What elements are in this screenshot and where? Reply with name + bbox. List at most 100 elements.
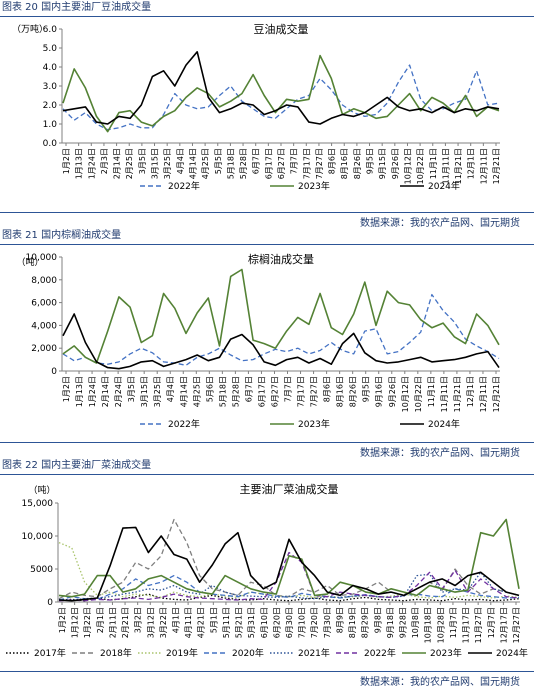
x-tick-label: 10月18日 [424, 607, 433, 643]
x-tick-label: 3月5日 [127, 376, 136, 402]
x-tick-label: 11月21日 [453, 376, 462, 412]
x-tick-label: 9月26日 [391, 148, 400, 179]
x-tick-label: 3月5日 [138, 148, 147, 174]
x-tick-label: 8月26日 [353, 148, 362, 179]
series-line [58, 518, 520, 600]
x-tick-label: 12月11日 [479, 376, 488, 412]
x-tick-label: 5月5日 [214, 148, 223, 174]
x-tick-label: 2月25日 [125, 148, 134, 179]
x-tick-label: 10月8日 [411, 607, 420, 638]
x-tick-label: 6月27日 [270, 376, 279, 407]
x-tick-label: 3月15日 [140, 376, 149, 407]
x-tick-label: 7月17日 [302, 148, 311, 179]
y-tick-label: 0 [47, 598, 53, 608]
x-tick-label: 12月1日 [467, 148, 476, 179]
x-tick-label: 8月29日 [361, 607, 370, 638]
x-tick-label: 1月24日 [87, 148, 96, 179]
x-tick-label: 1月24日 [88, 376, 97, 407]
x-tick-label: 6月7日 [244, 376, 253, 402]
x-tick-label: 12月17日 [499, 607, 508, 643]
x-tick-label: 2月14日 [113, 148, 122, 179]
series-line [58, 571, 520, 601]
x-tick-label: 3月25日 [153, 376, 162, 407]
x-tick-label: 1月22日 [83, 607, 92, 638]
x-tick-label: 8月16日 [340, 148, 349, 179]
x-tick-label: 5月28日 [231, 376, 240, 407]
x-tick-label: 6月17日 [257, 376, 266, 407]
y-tick-label: 2.0 [43, 101, 58, 111]
x-tick-label: 6月7日 [252, 148, 261, 174]
x-tick-label: 11月17日 [462, 607, 471, 643]
x-tick-label: 8月9日 [335, 607, 344, 633]
x-tick-label: 7月17日 [297, 376, 306, 407]
figure-rule [0, 244, 534, 245]
x-tick-label: 4月25日 [201, 148, 210, 179]
x-tick-label: 1月2日 [62, 148, 71, 174]
x-tick-label: 11月21日 [454, 148, 463, 184]
x-tick-label: 3月25日 [163, 148, 172, 179]
x-tick-label: 7月27日 [315, 148, 324, 179]
x-tick-label: 12月21日 [492, 376, 501, 412]
x-tick-label: 4月14日 [188, 148, 197, 179]
x-tick-label: 3月22日 [159, 607, 168, 638]
y-tick-label: 1.0 [43, 120, 58, 130]
x-tick-label: 5月21日 [235, 607, 244, 638]
y-tick-label: 0 [51, 367, 57, 377]
y-tick-label: 8,000 [31, 276, 57, 286]
x-tick-label: 3月2日 [134, 607, 143, 633]
legend-label: 2024年 [496, 647, 528, 659]
x-tick-label: 9月8日 [373, 607, 382, 633]
x-tick-label: 9月26日 [388, 376, 397, 407]
x-tick-label: 6月20日 [272, 607, 281, 638]
series-line [62, 54, 500, 133]
x-tick-label: 11月1日 [427, 376, 436, 407]
x-tick-label: 8月6日 [323, 376, 332, 402]
series-line [58, 518, 520, 598]
x-tick-label: 9月28日 [399, 607, 408, 638]
x-tick-label: 11月11日 [441, 148, 450, 184]
y-tick-label: 5000 [30, 565, 53, 575]
x-tick-label: 5月28日 [239, 148, 248, 179]
x-tick-label: 12月21日 [492, 148, 501, 184]
legend-label: 2022年 [168, 180, 200, 192]
legend-label: 2017年 [34, 647, 66, 659]
x-tick-label: 6月30日 [285, 607, 294, 638]
figure-caption: 图表 21 国内棕榈油成交量 [2, 230, 122, 241]
chart-title: 豆油成交量 [254, 22, 309, 36]
x-tick-label: 8月16日 [336, 376, 345, 407]
figure-rule [0, 16, 534, 17]
legend-label: 2022年 [168, 418, 200, 430]
series-line [62, 313, 500, 370]
y-tick-label: 6,000 [31, 299, 57, 309]
x-tick-label: 5月6日 [205, 376, 214, 402]
x-tick-label: 4月21日 [197, 607, 206, 638]
x-tick-label: 4月14日 [179, 376, 188, 407]
figure-caption: 图表 20 国内主要油厂豆油成交量 [2, 2, 152, 13]
legend-label: 2024年 [428, 180, 460, 192]
y-tick-label: 4,000 [31, 321, 57, 331]
x-tick-label: 9月15日 [378, 148, 387, 179]
x-tick-label: 2月11日 [108, 607, 117, 638]
series-line [62, 50, 500, 125]
palm-oil-volume-chart: 棕榈油成交量 （吨） 0 2,000 4,000 6,000 8,000 10,000 1月2日… [16, 252, 501, 430]
legend-label: 2023年 [298, 180, 330, 192]
x-tick-label: 4月11日 [184, 607, 193, 638]
y-tick-label: 2,000 [31, 344, 57, 354]
x-tick-label: 7月7日 [284, 376, 293, 402]
series-line [62, 293, 500, 366]
x-tick-label: 1月13日 [75, 148, 84, 179]
source-note: 数据来源：我的农产品网、国元期货 [360, 677, 520, 688]
x-tick-label: 12月11日 [479, 148, 488, 184]
figure-rule [0, 671, 534, 672]
x-tick-label: 4月4日 [166, 376, 175, 402]
x-tick-label: 10月12日 [403, 148, 412, 184]
legend-label: 2021年 [298, 647, 330, 659]
legend-label: 2019年 [166, 647, 198, 659]
series-line [58, 526, 520, 602]
x-tick-label: 1月13日 [75, 376, 84, 407]
x-tick-label: 10月22日 [416, 148, 425, 184]
x-tick-label: 1月2日 [62, 376, 71, 402]
x-tick-label: 8月6日 [328, 148, 337, 174]
x-tick-label: 8月19日 [348, 607, 357, 638]
legend-label: 2022年 [364, 647, 396, 659]
